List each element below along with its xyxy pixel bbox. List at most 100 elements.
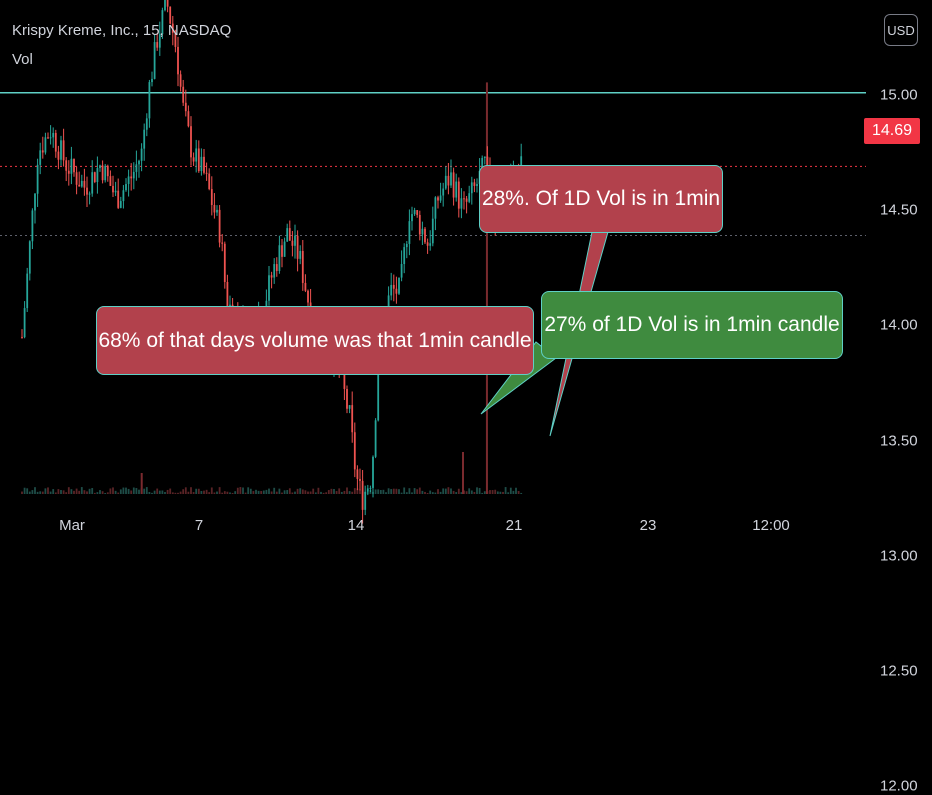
candle-body: [148, 82, 151, 119]
volume-bar: [127, 488, 130, 494]
volume-bars: [21, 82, 523, 495]
candle-body: [210, 189, 213, 205]
candle-body: [203, 156, 205, 173]
volume-bar: [338, 488, 341, 494]
volume-bar: [351, 491, 354, 494]
volume-bar: [478, 488, 481, 494]
volume-bar: [164, 492, 166, 494]
candle-body: [366, 488, 369, 492]
candle-body: [301, 250, 304, 283]
volume-bar: [273, 487, 276, 494]
candle-body: [78, 184, 81, 187]
candle-body: [398, 277, 400, 294]
volume-bar: [442, 488, 445, 494]
volume-bar: [270, 491, 273, 494]
volume-bar: [291, 492, 294, 494]
volume-bar: [496, 491, 499, 494]
volume-bar: [117, 492, 120, 494]
candle-body: [450, 172, 452, 186]
candle-body: [106, 165, 109, 177]
currency-button[interactable]: USD: [884, 14, 918, 46]
candle-body: [270, 275, 273, 278]
candle-body: [26, 273, 29, 309]
last-price-badge: 14.69: [864, 118, 920, 144]
volume-bar: [21, 491, 23, 494]
volume-bar: [499, 491, 502, 494]
volume-bar: [502, 491, 504, 494]
volume-bar: [470, 490, 473, 494]
volume-bar: [226, 491, 229, 494]
volume-bar: [437, 489, 439, 494]
volume-bar: [91, 488, 94, 494]
candle-body: [174, 32, 177, 47]
candle-body: [439, 195, 442, 201]
volume-bar: [504, 487, 507, 494]
price-chart[interactable]: [0, 0, 932, 550]
volume-bar: [80, 487, 83, 494]
volume-bar: [161, 490, 164, 494]
callout-top[interactable]: 28%. Of 1D Vol is in 1min: [479, 165, 723, 233]
candle-body: [481, 157, 484, 171]
volume-indicator-label[interactable]: Vol: [12, 51, 33, 68]
candle-body: [83, 180, 86, 188]
candle-body: [104, 165, 107, 181]
volume-bar: [356, 488, 359, 494]
callout-left[interactable]: 68% of that days volume was that 1min ca…: [96, 306, 534, 375]
candle-body: [452, 172, 455, 198]
volume-bar: [34, 487, 36, 494]
volume-bar: [257, 490, 260, 494]
volume-bar: [138, 489, 140, 494]
candle-body: [21, 336, 23, 338]
volume-bar: [327, 490, 330, 494]
x-tick-label: 23: [639, 517, 657, 534]
candle-body: [44, 137, 47, 153]
volume-bar: [54, 492, 57, 494]
volume-bar: [429, 490, 432, 494]
callout-right[interactable]: 27% of 1D Vol is in 1min candle: [541, 291, 843, 359]
volume-bar: [424, 491, 426, 494]
candle-body: [483, 156, 486, 158]
volume-bar: [166, 489, 169, 494]
volume-bar: [455, 492, 458, 494]
candle-body: [127, 176, 130, 185]
candle-body: [304, 282, 307, 291]
volume-bar: [322, 492, 325, 494]
candle-body: [80, 180, 83, 187]
candle-body: [429, 243, 432, 246]
volume-bar: [330, 488, 333, 494]
volume-bar: [348, 491, 351, 494]
volume-bar: [392, 488, 395, 494]
volume-bar: [413, 488, 416, 494]
candle-body: [226, 281, 229, 311]
candle-body: [395, 288, 398, 294]
candle-body: [164, 0, 166, 11]
candle-body: [364, 491, 367, 510]
candle-body: [23, 308, 26, 338]
volume-bar: [187, 491, 190, 494]
candle-body: [468, 193, 471, 202]
candle-body: [114, 190, 117, 193]
y-tick-label: 14.00: [880, 316, 918, 334]
volume-bar: [210, 487, 213, 494]
candle-body: [418, 214, 421, 235]
candle-body: [60, 140, 62, 160]
volume-bar: [106, 492, 109, 494]
candle-body: [424, 228, 426, 243]
volume-bar: [314, 492, 317, 494]
candle-body: [413, 210, 416, 215]
volume-bar: [135, 488, 138, 494]
volume-bar: [83, 490, 86, 494]
volume-spike: [462, 452, 464, 494]
volume-bar: [73, 490, 75, 494]
candle-body: [486, 156, 489, 166]
candle-body: [221, 242, 224, 244]
volume-bar: [346, 487, 348, 494]
volume-bar: [99, 490, 101, 494]
volume-bar: [439, 491, 442, 494]
candle-body: [359, 478, 361, 481]
candle-body: [426, 242, 429, 246]
volume-bar: [491, 490, 494, 494]
candle-body: [184, 102, 187, 112]
volume-bar: [57, 489, 60, 494]
candle-body: [93, 172, 96, 182]
